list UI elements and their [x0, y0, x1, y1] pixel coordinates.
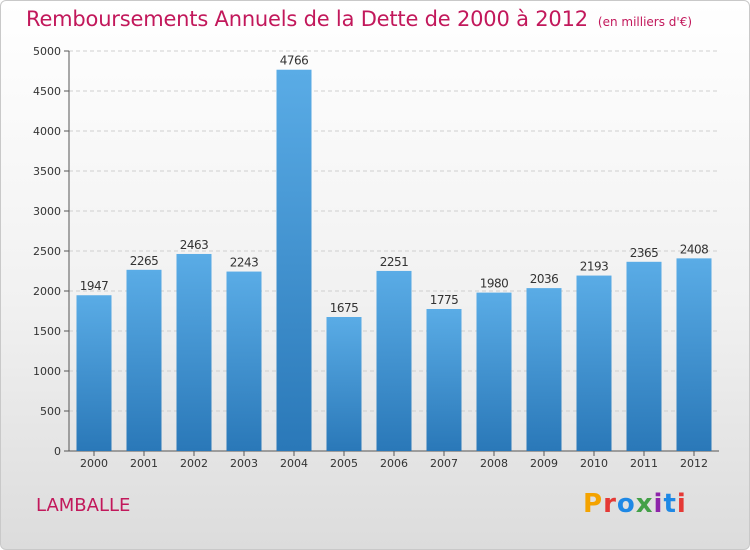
y-tick-label: 4000 [33, 125, 61, 138]
data-label: 1980 [480, 277, 509, 291]
x-tick-label: 2008 [480, 457, 508, 470]
x-tick-label: 2010 [580, 457, 608, 470]
data-label: 2265 [130, 254, 159, 268]
bar [226, 271, 262, 451]
bar [376, 270, 412, 451]
logo-letter: o [616, 489, 636, 519]
x-tick-label: 2009 [530, 457, 558, 470]
y-tick-label: 2500 [33, 245, 61, 258]
proxiti-logo[interactable]: Proxiti [583, 489, 687, 519]
data-label: 4766 [280, 54, 309, 68]
x-tick-label: 2006 [380, 457, 408, 470]
data-label: 2193 [580, 260, 609, 274]
y-tick-label: 1000 [33, 365, 61, 378]
bar [476, 292, 512, 451]
bar [76, 295, 112, 451]
logo-letter: P [583, 489, 604, 519]
y-tick-label: 3500 [33, 165, 61, 178]
logo-letter: r [603, 489, 617, 519]
y-tick-label: 4500 [33, 85, 61, 98]
data-label: 2243 [230, 256, 259, 270]
logo-letter: i [676, 489, 687, 519]
x-tick-label: 2005 [330, 457, 358, 470]
y-tick-label: 5000 [33, 45, 61, 58]
logo-letter: x [635, 489, 654, 519]
data-label: 1947 [80, 279, 109, 293]
bar [326, 317, 362, 451]
city-name: LAMBALLE [36, 495, 131, 516]
x-tick-label: 2007 [430, 457, 458, 470]
bar [626, 261, 662, 451]
chart-subtitle: (en milliers d'€) [597, 15, 693, 29]
y-tick-label: 0 [54, 445, 61, 458]
logo-letter: t [663, 489, 677, 519]
y-tick-label: 500 [40, 405, 61, 418]
data-label: 2408 [680, 242, 709, 256]
data-label: 2463 [180, 238, 209, 252]
bars [76, 69, 712, 451]
x-tick-label: 2001 [130, 457, 158, 470]
bar [576, 275, 612, 451]
data-label: 1675 [330, 301, 359, 315]
bar [276, 69, 312, 451]
chart-title: Remboursements Annuels de la Dette de 20… [26, 7, 692, 31]
x-tick-label: 2003 [230, 457, 258, 470]
y-tick-label: 2000 [33, 285, 61, 298]
title-text: Remboursements Annuels de la Dette de 20… [26, 7, 588, 31]
data-label: 2251 [380, 255, 409, 269]
x-tick-label: 2011 [630, 457, 658, 470]
y-tick-label: 3000 [33, 205, 61, 218]
bar [526, 288, 562, 451]
x-tick-label: 2004 [280, 457, 308, 470]
data-label: 2036 [530, 272, 559, 286]
x-tick-label: 2012 [680, 457, 708, 470]
x-tick-label: 2000 [80, 457, 108, 470]
bar [176, 253, 212, 451]
bar [426, 309, 462, 451]
data-label: 1775 [430, 293, 459, 307]
labels: 0 500 1000 1500 2000 2500 3000 3500 4000 4500 5000… [33, 45, 709, 470]
x-tick-label: 2002 [180, 457, 208, 470]
bar [126, 269, 162, 451]
logo-letter: i [653, 489, 664, 519]
bar [676, 258, 712, 451]
data-label: 2365 [630, 246, 659, 260]
y-tick-label: 1500 [33, 325, 61, 338]
